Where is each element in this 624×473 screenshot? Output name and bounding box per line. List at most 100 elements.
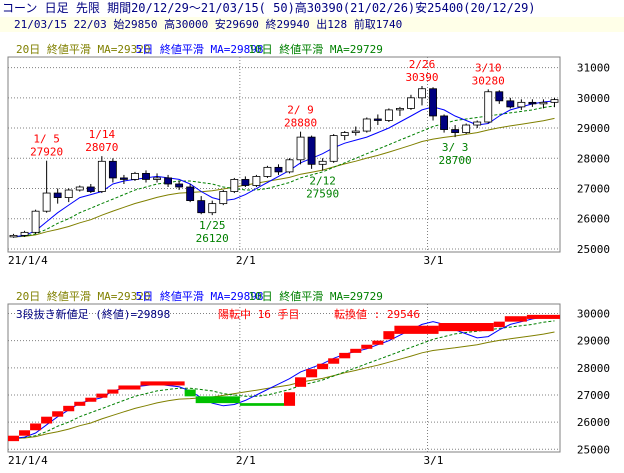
y-tick-label: 29000: [577, 122, 610, 135]
tlb-brick: [306, 369, 318, 378]
candle-body: [495, 91, 504, 102]
high-date-label: 3/10: [475, 61, 502, 74]
y-tick-label: 28000: [577, 152, 610, 165]
low-value-label: 28700: [439, 154, 472, 167]
candle-body: [31, 210, 40, 233]
tlb-reversal-text: 転換値 : 29546: [334, 308, 420, 321]
x-tick-label: 2/1: [236, 454, 256, 467]
tlb-brick: [41, 416, 53, 424]
high-value-label: 28880: [284, 117, 317, 130]
candle-body: [274, 166, 283, 173]
low-date-label: 2/12: [309, 175, 336, 188]
tlb-brick: [372, 340, 384, 345]
candle-body: [219, 191, 228, 205]
tlb-brick: [8, 435, 20, 442]
candle-body: [384, 109, 393, 121]
candle-body: [362, 118, 371, 132]
tlb-brick: [239, 403, 284, 406]
y-tick-label: 31000: [577, 62, 610, 75]
legend-item: 20日 終値平滑 MA=29320: [16, 289, 150, 303]
candle-body: [108, 160, 117, 179]
candle-body: [550, 99, 559, 103]
high-date-label: 1/ 5: [33, 133, 60, 146]
candle-body: [186, 186, 195, 202]
candle-body: [263, 166, 272, 177]
tlb-brick: [383, 331, 395, 340]
x-tick-label: 21/1/4: [8, 454, 48, 467]
candle-body: [473, 121, 482, 126]
ma10-line: [13, 320, 555, 439]
y-tick-label: 26000: [577, 213, 610, 226]
title-text: コーン 日足 先限 期間20/12/29～21/03/15( 50)高30390…: [2, 1, 536, 15]
candle-body: [296, 136, 305, 161]
tlb-brick: [107, 389, 119, 394]
tlb-turn-text: 陽転中 16 手目: [218, 307, 300, 321]
legend-item: 10日 終値平滑 MA=29729: [248, 42, 382, 56]
tlb-status-text: 3段抜き新値足 (終値)=29898: [16, 307, 170, 321]
tlb-brick: [361, 344, 373, 349]
candle-body: [506, 100, 515, 108]
x-tick-label: 3/1: [424, 454, 444, 467]
high-date-label: 2/ 9: [287, 104, 314, 117]
tlb-brick: [295, 377, 307, 387]
candle-body: [318, 160, 327, 165]
candle-body: [153, 177, 161, 180]
legend-item: 5日 終値平滑 MA=29898: [136, 289, 264, 303]
legend-item: 5日 終値平滑 MA=29898: [136, 42, 264, 56]
y-tick-label: 30000: [577, 308, 610, 321]
y-tick-label: 27000: [577, 389, 610, 402]
candle-body: [285, 159, 294, 173]
low-date-label: 3/ 3: [442, 141, 469, 154]
candle-body: [97, 160, 106, 192]
candle-body: [230, 179, 239, 192]
legend-item: 20日 終値平滑 MA=29320: [16, 42, 150, 56]
tlb-brick: [63, 405, 75, 412]
candle-body: [451, 129, 460, 133]
candle-body: [241, 179, 250, 186]
candle-body: [528, 101, 537, 105]
tlb-brick: [30, 423, 42, 431]
y-tick-label: 26000: [577, 416, 610, 429]
y-tick-label: 25000: [577, 443, 610, 456]
candle-body: [208, 203, 217, 214]
tlb-brick: [438, 323, 494, 332]
tlb-brick: [195, 396, 240, 404]
ma20-line: [13, 117, 555, 238]
candle-body: [42, 192, 51, 212]
tlb-brick: [317, 363, 329, 370]
high-value-label: 30390: [405, 71, 438, 84]
tlb-brick: [74, 401, 86, 406]
candle-body: [307, 136, 316, 165]
y-tick-label: 25000: [577, 243, 610, 256]
candle-body: [119, 177, 128, 180]
tlb-brick: [96, 393, 108, 398]
candle-body: [517, 101, 526, 108]
candle-body: [20, 231, 29, 236]
candle-body: [175, 183, 184, 188]
tlb-brick: [19, 430, 31, 436]
plot-frame: [7, 303, 561, 453]
candle-body: [484, 91, 493, 123]
candle-body: [429, 88, 437, 117]
tlb-brick: [184, 389, 196, 397]
tlb-brick: [328, 358, 340, 364]
high-value-label: 27920: [30, 146, 63, 159]
tlb-brick: [504, 316, 527, 322]
tlb-brick: [394, 325, 439, 334]
candle-body: [329, 135, 338, 162]
tlb-brick: [526, 314, 560, 319]
y-tick-label: 29000: [577, 335, 610, 348]
candle-body: [440, 115, 449, 130]
ma10-line: [13, 105, 555, 238]
x-tick-label: 2/1: [236, 254, 256, 267]
ma5-line: [13, 315, 555, 439]
candle-body: [351, 130, 360, 133]
tlb-brick: [52, 411, 64, 417]
candle-body: [164, 177, 173, 185]
low-value-label: 26120: [196, 232, 229, 245]
candle-body: [395, 107, 404, 111]
candle-body: [462, 124, 471, 133]
tlb-brick: [118, 385, 141, 390]
candle-body: [9, 234, 18, 238]
